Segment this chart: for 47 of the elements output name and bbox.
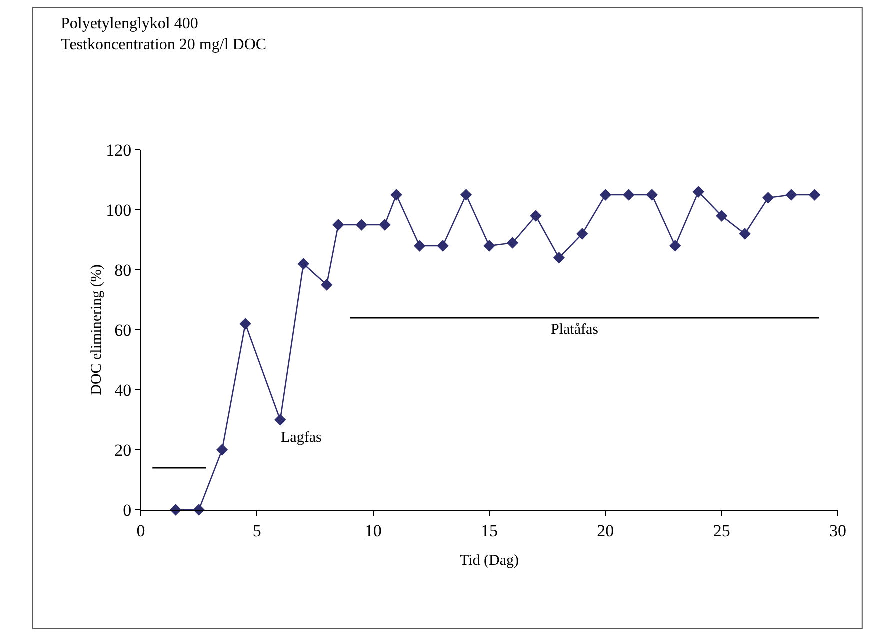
point <box>414 240 426 252</box>
x-tick-label: 15 <box>481 521 498 540</box>
point <box>670 240 682 252</box>
point <box>240 318 252 330</box>
chart-subtitle: Testkoncentration 20 mg/l DOC <box>61 36 267 54</box>
point <box>332 219 344 231</box>
point <box>808 189 821 201</box>
y-axis-title: DOC eliminering (%) <box>89 264 105 396</box>
chart-title: Polyetylenglykol 400 <box>61 16 198 33</box>
point <box>762 192 774 204</box>
point <box>437 240 449 252</box>
y-tick-label: 0 <box>123 500 132 520</box>
y-tick-label: 20 <box>114 440 132 460</box>
point <box>321 279 333 291</box>
x-tick-label: 25 <box>713 521 730 540</box>
point <box>623 189 635 201</box>
point <box>216 444 228 456</box>
point <box>553 252 566 264</box>
point <box>298 258 310 270</box>
point <box>356 219 368 231</box>
point <box>600 189 612 201</box>
point <box>274 414 286 426</box>
point <box>506 237 519 249</box>
x-tick-label: 10 <box>364 521 382 540</box>
y-tick-label: 80 <box>114 260 132 280</box>
annotation: Lagfas <box>281 430 322 446</box>
point <box>786 189 798 201</box>
x-tick-label: 0 <box>136 521 146 540</box>
point <box>390 189 402 201</box>
point <box>716 210 728 222</box>
point <box>692 186 704 198</box>
x-tick-label: 5 <box>252 521 262 540</box>
point <box>530 210 542 222</box>
point <box>576 228 588 240</box>
y-tick-label: 60 <box>114 320 132 340</box>
point <box>460 189 472 201</box>
point <box>646 189 658 201</box>
x-axis-title: Tid (Dag) <box>460 553 520 569</box>
y-tick-label: 40 <box>114 380 132 400</box>
x-tick-label: 20 <box>597 521 614 540</box>
point <box>484 240 496 252</box>
y-tick-label: 100 <box>106 200 132 220</box>
point <box>379 219 391 231</box>
x-tick-label: 30 <box>830 521 846 540</box>
y-tick-label: 120 <box>106 140 132 160</box>
annotation: Platåfas <box>551 322 599 338</box>
point <box>739 228 751 240</box>
